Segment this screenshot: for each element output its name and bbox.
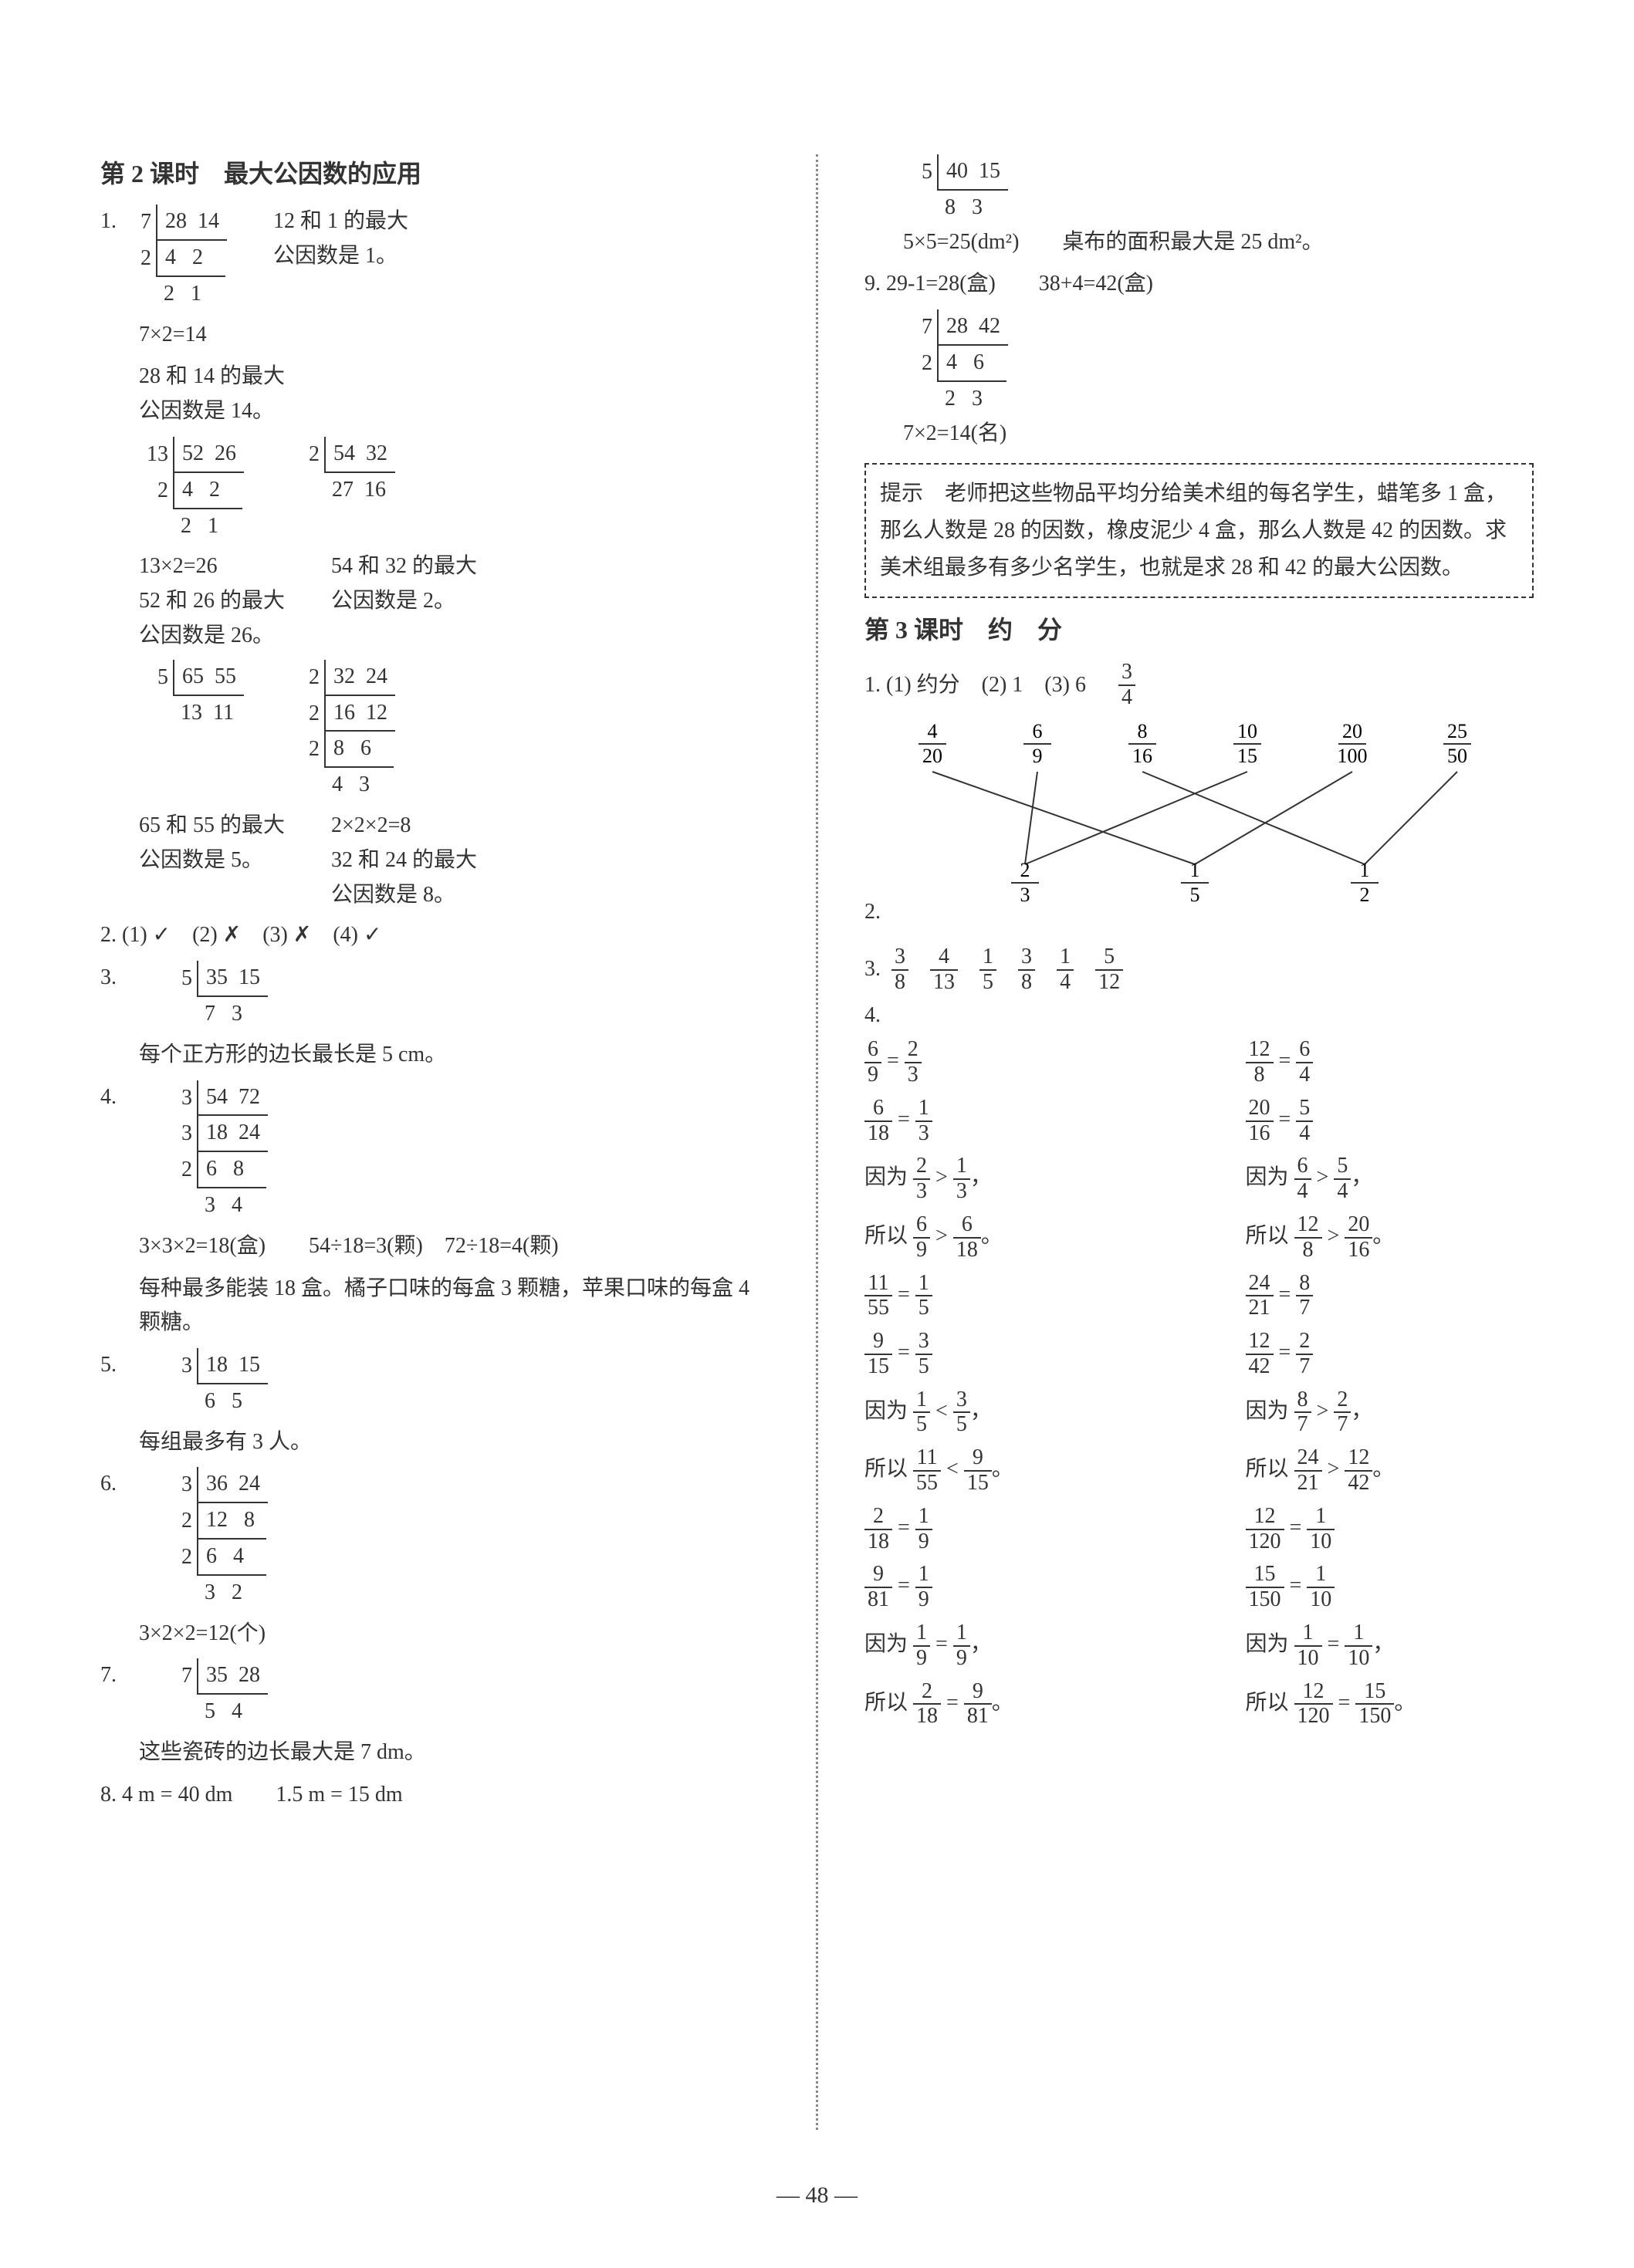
section-title-1: 第 2 课时 最大公因数的应用 <box>100 154 770 194</box>
s1: 1. (1) 约分 (2) 1 (3) 6 3 4 <box>864 661 1534 710</box>
svg-text:3: 3 <box>1020 884 1030 906</box>
s4-content: 69 = 23618 = 13因为 23 > 13，所以 69 > 618。12… <box>864 1038 1534 1738</box>
svg-text:20: 20 <box>922 745 942 767</box>
svg-text:15: 15 <box>1237 745 1257 767</box>
svg-text:9: 9 <box>1033 745 1043 767</box>
svg-text:1: 1 <box>1190 859 1200 881</box>
svg-text:5: 5 <box>1190 884 1200 906</box>
q9-calc: 7×2=14(名) <box>864 417 1534 451</box>
q3-label: 3. <box>100 961 117 995</box>
left-column: 第 2 课时 最大公因数的应用 1. 728 1424 22 1 12 和 1 … <box>85 154 785 2130</box>
division-q5: 318 156 5 <box>163 1348 268 1419</box>
division-q7: 735 285 4 <box>163 1658 268 1729</box>
svg-text:100: 100 <box>1338 745 1368 767</box>
q1-result-2: 28 和 14 的最大 公因数是 14。 <box>100 360 770 429</box>
svg-text:1: 1 <box>1360 859 1370 881</box>
matching-svg: 420698161015201002550231512 <box>886 718 1504 918</box>
svg-text:16: 16 <box>1132 745 1152 767</box>
q2: 2. (1) ✓ (2) ✗ (3) ✗ (4) ✓ <box>100 918 770 953</box>
q3-text: 每个正方形的边长最长是 5 cm。 <box>100 1038 770 1073</box>
svg-text:8: 8 <box>1138 720 1148 742</box>
division-q1-5: 232 24216 1228 64 3 <box>290 660 395 803</box>
q1-calc1: 7×2=14 <box>100 318 770 353</box>
q5-label: 5. <box>100 1348 117 1383</box>
right-column: 540 158 3 5×5=25(dm²) 桌布的面积最大是 25 dm²。 9… <box>849 154 1549 2130</box>
svg-text:4: 4 <box>928 720 938 742</box>
division-q9: 728 4224 62 3 <box>903 309 1008 416</box>
division-q1-4: 565 5513 11 <box>139 660 244 731</box>
s3: 3. 38 413 15 38 14 512 <box>864 945 1534 995</box>
q1-label: 1. <box>100 209 117 233</box>
q4-calc: 3×3×2=18(盒) 54÷18=3(颗) 72÷18=4(颗) <box>100 1229 770 1264</box>
svg-text:20: 20 <box>1342 720 1362 742</box>
section-title-2: 第 3 课时 约 分 <box>864 610 1534 650</box>
q4-text: 每种最多能装 18 盒。橘子口味的每盒 3 颗糖，苹果口味的每盒 4 颗糖。 <box>100 1272 770 1341</box>
q5-text: 每组最多有 3 人。 <box>100 1425 770 1460</box>
q7-text: 这些瓷砖的边长最大是 7 dm。 <box>100 1736 770 1770</box>
q4-label: 4. <box>100 1080 117 1115</box>
svg-text:25: 25 <box>1447 720 1467 742</box>
column-divider <box>816 154 818 2130</box>
q7-label: 7. <box>100 1658 117 1693</box>
svg-text:50: 50 <box>1447 745 1467 767</box>
s2-diagram: 2. 420698161015201002550231512 <box>864 718 1534 930</box>
page-number: 48 <box>0 2177 1634 2214</box>
q9-line1: 9. 29-1=28(盒) 38+4=42(盒) <box>864 267 1534 302</box>
hint-box: 提示 老师把这些物品平均分给美术组的每名学生，蜡笔多 1 盒，那么人数是 28 … <box>864 463 1534 598</box>
division-q1-3: 254 3227 16 <box>290 437 395 508</box>
q1-result-1: 12 和 1 的最大 公因数是 1。 <box>273 204 408 274</box>
svg-text:6: 6 <box>1033 720 1043 742</box>
svg-text:2: 2 <box>1360 884 1370 906</box>
division-q3: 535 157 3 <box>163 961 268 1032</box>
division-q8b: 540 158 3 <box>903 154 1008 225</box>
q8b-calc: 5×5=25(dm²) 桌布的面积最大是 25 dm²。 <box>864 225 1534 260</box>
svg-text:10: 10 <box>1237 720 1257 742</box>
division-q1-2: 1352 2624 22 1 <box>139 437 244 543</box>
division-q6: 336 24212 826 43 2 <box>163 1467 268 1610</box>
s4-label: 4. <box>864 999 1534 1033</box>
s1-frac: 3 4 <box>1118 661 1135 710</box>
svg-text:2: 2 <box>1020 859 1030 881</box>
q6-label: 6. <box>100 1467 117 1502</box>
q8: 8. 4 m = 40 dm 1.5 m = 15 dm <box>100 1778 770 1813</box>
q6-calc: 3×2×2=12(个) <box>100 1617 770 1651</box>
division-q4: 354 72318 2426 83 4 <box>163 1080 268 1223</box>
division-q1-1: 728 1424 22 1 <box>122 204 227 311</box>
